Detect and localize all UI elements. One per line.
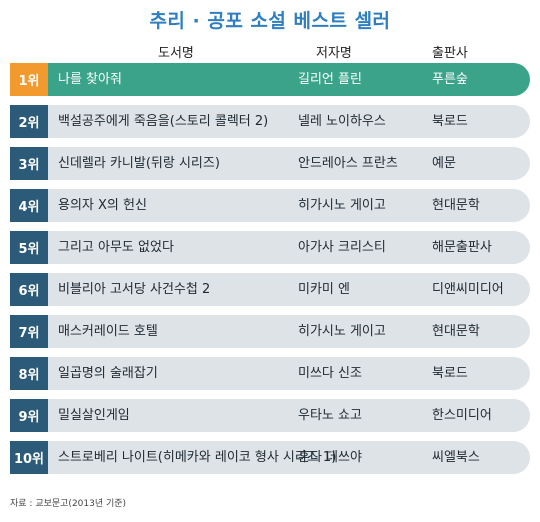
book-author: 길리언 플린 [298,72,362,87]
rank-badge: 8위 [10,357,48,390]
table-header: 도서명 저자명 출판사 [0,42,540,61]
book-title: 밀실살인게임 [58,408,130,423]
book-publisher: 현대문학 [432,324,480,339]
book-publisher: 북로드 [432,366,468,381]
book-title: 백설공주에게 죽음을(스토리 콜렉터 2) [58,114,269,129]
rank-badge: 6위 [10,273,48,306]
column-header-author: 저자명 [316,46,352,61]
book-title: 용의자 X의 헌신 [58,198,147,213]
book-publisher: 해문출판사 [432,240,492,255]
book-publisher: 푸른숲 [432,72,468,87]
book-author: 혼다 데쓰야 [298,450,362,465]
book-title: 스트로베리 나이트(히메카와 레이코 형사 시리즈 1) [58,450,337,465]
book-publisher: 디앤씨미디어 [432,282,504,297]
book-publisher: 현대문학 [432,198,480,213]
rank-badge: 9위 [10,399,48,432]
book-publisher: 씨엘북스 [432,450,480,465]
column-header-publisher: 출판사 [432,46,468,61]
rank-badge: 2위 [10,105,48,138]
table-row: 6위 비블리아 고서당 사건수첩 2 미카미 엔 디앤씨미디어 [10,273,530,306]
book-title: 매스커레이드 호텔 [58,324,158,339]
book-publisher: 한스미디어 [432,408,492,423]
book-title: 일곱명의 술래잡기 [58,366,158,381]
book-title: 나를 찾아줘 [58,72,122,87]
table-row: 1위 나를 찾아줘 길리언 플린 푸른숲 [10,63,530,96]
rank-badge: 7위 [10,315,48,348]
chart-title: 추리 · 공포 소설 베스트 셀러 [149,10,391,32]
table-body: 1위 나를 찾아줘 길리언 플린 푸른숲 2위 백설공주에게 죽음을(스토리 콜… [10,63,530,483]
book-author: 넬레 노이하우스 [298,114,386,129]
book-author: 아가사 크리스티 [298,240,386,255]
rank-badge: 10위 [10,441,48,474]
book-publisher: 예문 [432,156,456,171]
book-author: 우타노 쇼고 [298,408,362,423]
table-row: 9위 밀실살인게임 우타노 쇼고 한스미디어 [10,399,530,432]
table-row: 10위 스트로베리 나이트(히메카와 레이코 형사 시리즈 1) 혼다 데쓰야 … [10,441,530,474]
book-author: 안드레아스 프란츠 [298,156,398,171]
source-note: 자료 : 교보문고(2013년 기준) [10,499,127,509]
column-header-title: 도서명 [158,46,194,61]
book-title: 그리고 아무도 없었다 [58,240,174,255]
book-author: 미카미 엔 [298,282,350,297]
book-title: 신데렐라 카니발(뒤랑 시리즈) [58,156,220,171]
table-row: 7위 매스커레이드 호텔 히가시노 게이고 현대문학 [10,315,530,348]
book-author: 미쓰다 신조 [298,366,362,381]
book-author: 히가시노 게이고 [298,324,386,339]
table-row: 8위 일곱명의 술래잡기 미쓰다 신조 북로드 [10,357,530,390]
rank-badge: 4위 [10,189,48,222]
book-publisher: 북로드 [432,114,468,129]
table-row: 5위 그리고 아무도 없었다 아가사 크리스티 해문출판사 [10,231,530,264]
table-row: 2위 백설공주에게 죽음을(스토리 콜렉터 2) 넬레 노이하우스 북로드 [10,105,530,138]
table-row: 4위 용의자 X의 헌신 히가시노 게이고 현대문학 [10,189,530,222]
rank-badge: 3위 [10,147,48,180]
table-row: 3위 신데렐라 카니발(뒤랑 시리즈) 안드레아스 프란츠 예문 [10,147,530,180]
rank-badge: 5위 [10,231,48,264]
rank-badge: 1위 [10,63,48,96]
book-title: 비블리아 고서당 사건수첩 2 [58,282,211,297]
book-author: 히가시노 게이고 [298,198,386,213]
